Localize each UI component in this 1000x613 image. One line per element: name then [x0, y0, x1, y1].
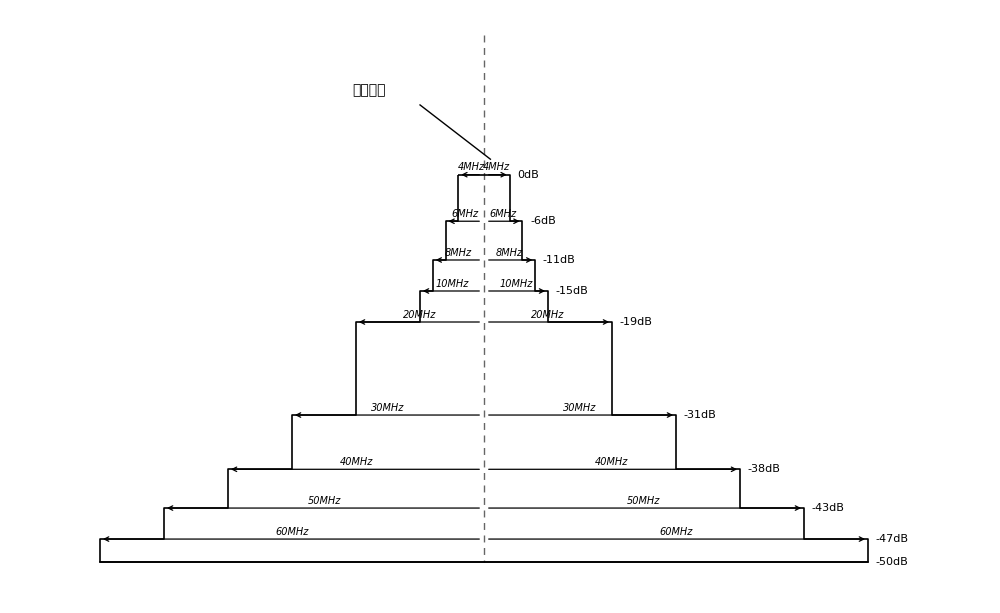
Text: 60MHz: 60MHz — [275, 527, 309, 537]
Text: 30MHz: 30MHz — [563, 403, 597, 413]
Text: 20MHz: 20MHz — [403, 310, 437, 319]
Text: 40MHz: 40MHz — [595, 457, 629, 467]
Text: -47dB: -47dB — [876, 534, 909, 544]
Text: 10MHz: 10MHz — [499, 279, 533, 289]
Text: -31dB: -31dB — [684, 410, 716, 420]
Text: -19dB: -19dB — [620, 317, 653, 327]
Text: 60MHz: 60MHz — [659, 527, 693, 537]
Text: 0dB: 0dB — [517, 170, 539, 180]
Text: 50MHz: 50MHz — [627, 496, 661, 506]
Text: 4MHz: 4MHz — [458, 162, 485, 172]
Text: -43dB: -43dB — [812, 503, 844, 513]
Text: -50dB: -50dB — [876, 557, 908, 567]
Text: 20MHz: 20MHz — [531, 310, 565, 319]
Text: 载波频率: 载波频率 — [352, 83, 386, 97]
Text: 30MHz: 30MHz — [371, 403, 405, 413]
Text: 50MHz: 50MHz — [307, 496, 341, 506]
Text: -15dB: -15dB — [556, 286, 588, 296]
Text: 40MHz: 40MHz — [339, 457, 373, 467]
Text: 4MHz: 4MHz — [483, 162, 510, 172]
Text: 8MHz: 8MHz — [496, 248, 523, 257]
Text: 6MHz: 6MHz — [451, 209, 478, 219]
Text: -6dB: -6dB — [530, 216, 556, 226]
Text: -38dB: -38dB — [748, 464, 780, 474]
Text: 8MHz: 8MHz — [445, 248, 472, 257]
Text: -11dB: -11dB — [543, 255, 576, 265]
Text: 10MHz: 10MHz — [435, 279, 469, 289]
Text: 6MHz: 6MHz — [490, 209, 517, 219]
